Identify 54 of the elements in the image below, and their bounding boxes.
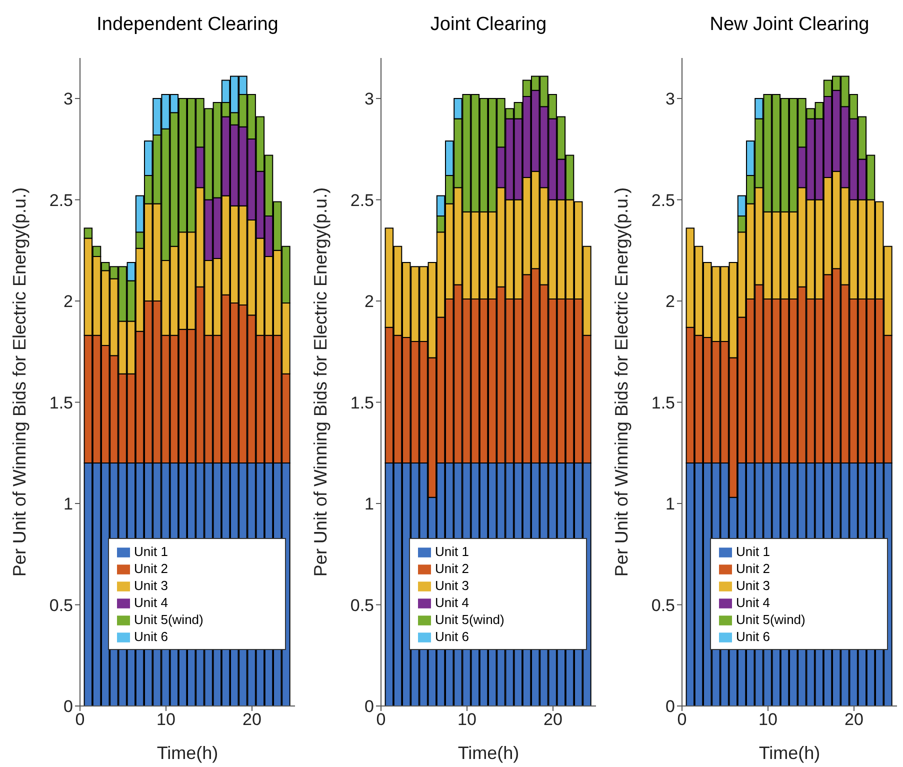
x-tick-label: 20 (844, 710, 864, 730)
y-tick-label: 1 (666, 494, 675, 514)
y-tick-label: 2.5 (49, 190, 73, 210)
legend-label: Unit 5(wind) (736, 612, 806, 627)
y-tick-label: 1.5 (49, 393, 73, 412)
y-tick-label: 1 (364, 494, 374, 514)
x-axis-title: Time(h) (458, 743, 520, 763)
legend-label: Unit 2 (435, 561, 469, 576)
chart-title: New Joint Clearing (708, 14, 870, 36)
y-axis-title: Per Unit of Winning Bids for Electric Energy(p.u.) (9, 187, 30, 577)
y-tick-label: 3 (64, 90, 73, 109)
legend-label: Unit 1 (435, 544, 469, 559)
y-tick-label: 2.5 (350, 190, 374, 210)
x-tick-label: 10 (156, 710, 176, 730)
y-tick-label: 0.5 (651, 596, 675, 615)
y-tick-label: 0 (64, 697, 73, 716)
x-axis-title: Time(h) (156, 743, 218, 763)
legend-label: Unit 4 (134, 595, 168, 610)
y-axis-title: Per Unit of Winning Bids for Electric Energy(p.u.) (310, 187, 330, 577)
y-tick-label: 1 (64, 494, 73, 514)
legend-label: Unit 1 (134, 544, 168, 559)
x-axis-title: Time(h) (758, 743, 820, 763)
legend-label: Unit 5(wind) (134, 612, 204, 627)
y-tick-label: 3 (666, 90, 675, 109)
y-axis-title: Per Unit of Winning Bids for Electric Energy(p.u.) (611, 187, 632, 577)
legend-label: Unit 2 (736, 561, 770, 576)
y-tick-label: 2 (64, 292, 73, 312)
y-tick-label: 2 (364, 292, 374, 312)
y-tick-label: 0.5 (49, 596, 73, 615)
y-tick-label: 0 (364, 697, 374, 716)
x-tick-label: 10 (758, 710, 778, 730)
y-tick-label: 2 (666, 292, 675, 312)
legend-label: Unit 3 (435, 578, 469, 593)
y-tick-label: 1.5 (350, 393, 374, 412)
legend-label: Unit 2 (134, 561, 168, 576)
legend-label: Unit 6 (134, 629, 168, 644)
legend-label: Unit 3 (134, 578, 168, 593)
x-tick-label: 20 (242, 710, 262, 730)
chart-title: Joint Clearing (429, 14, 548, 36)
legend-label: Unit 4 (736, 595, 770, 610)
legend-label: Unit 1 (736, 544, 770, 559)
x-tick-label: 20 (544, 710, 562, 730)
legend-label: Unit 6 (435, 629, 469, 644)
y-tick-label: 2.5 (651, 190, 675, 210)
y-tick-label: 3 (364, 90, 374, 109)
legend-label: Unit 3 (736, 578, 770, 593)
y-tick-label: 0.5 (350, 596, 374, 615)
x-tick-label: 10 (458, 710, 476, 730)
chart-title: Independent Clearing (96, 14, 280, 36)
legend-label: Unit 5(wind) (435, 612, 504, 627)
y-tick-label: 0 (666, 697, 675, 716)
legend-label: Unit 6 (736, 629, 770, 644)
y-tick-label: 1.5 (651, 393, 675, 412)
legend-label: Unit 4 (435, 595, 469, 610)
